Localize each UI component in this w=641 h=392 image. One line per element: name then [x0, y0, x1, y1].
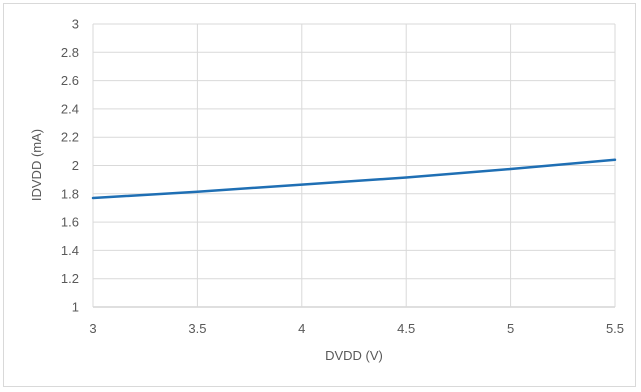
- x-axis-title: DVDD (V): [325, 348, 383, 363]
- chart-frame: [3, 3, 636, 387]
- series-lines: [91, 158, 617, 200]
- y-tick-label: 2.6: [61, 73, 79, 88]
- y-tick-label: 1: [72, 300, 79, 315]
- series-line: [91, 158, 617, 200]
- y-tick-label: 3: [72, 17, 79, 32]
- y-tick-labels: 1 1.2 1.4 1.6 1.8 2 2.2 2.4 2.6 2.8 3: [61, 17, 79, 315]
- x-tick-label: 5: [507, 321, 514, 336]
- y-tick-label: 1.2: [61, 271, 79, 286]
- y-tick-label: 2.2: [61, 130, 79, 145]
- x-tick-labels: 3 3.5 4 4.5 5 5.5: [89, 321, 624, 336]
- x-tick-label: 3.5: [188, 321, 206, 336]
- y-tick-label: 1.8: [61, 186, 79, 201]
- y-tick-label: 2.4: [61, 101, 79, 116]
- y-tick-label: 1.4: [61, 243, 79, 258]
- x-tick-label: 4: [298, 321, 305, 336]
- x-tick-label: 5.5: [606, 321, 624, 336]
- y-tick-label: 2.8: [61, 45, 79, 60]
- x-tick-label: 3: [89, 321, 96, 336]
- y-tick-label: 2: [72, 158, 79, 173]
- y-tick-label: 1.6: [61, 215, 79, 230]
- x-tick-label: 4.5: [397, 321, 415, 336]
- gridlines: [92, 23, 616, 308]
- y-axis-title: IDVDD (mA): [29, 129, 44, 201]
